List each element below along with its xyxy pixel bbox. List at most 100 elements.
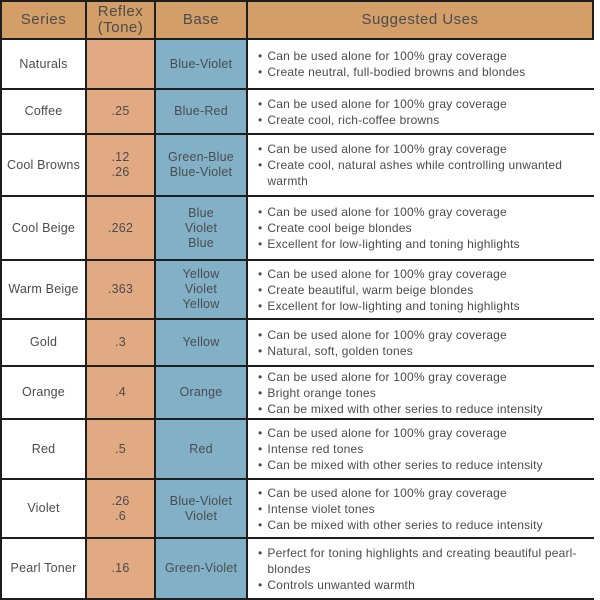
series-cell: Cool Beige — [2, 197, 87, 259]
reflex-tone-cell: .5 — [87, 420, 156, 478]
bullet-item: • Controls unwanted warmth — [258, 577, 415, 593]
series-cell: Orange — [2, 367, 87, 418]
table-row: Red .5 Red • Can be used alone for 100% g… — [2, 420, 594, 480]
bullet-icon: • — [258, 577, 263, 592]
series-cell: Gold — [2, 320, 87, 365]
use-text: Bright orange tones — [267, 385, 376, 400]
use-text: Can be mixed with other series to reduce… — [267, 401, 543, 416]
table-row: Cool Browns .12 .26 Green-Blue Blue-Viol… — [2, 135, 594, 197]
bullet-icon: • — [258, 221, 263, 235]
base-cell: Blue-Violet Violet — [156, 480, 248, 537]
bullet-item: • Can be used alone for 100% gray coverag… — [258, 425, 507, 441]
table-header-row: Series Reflex (Tone) Base Suggested Uses — [2, 2, 594, 40]
use-text: Can be used alone for 100% gray coverage — [267, 205, 507, 219]
bullet-item: • Excellent for low-lighting and toning h… — [258, 298, 520, 314]
suggested-uses-cell: • Can be used alone for 100% gray coverag… — [248, 320, 594, 365]
bullet-item: • Can be used alone for 100% gray coverag… — [258, 96, 507, 112]
base-cell: Blue-Red — [156, 90, 248, 133]
bullet-icon: • — [258, 112, 263, 127]
bullet-item: • Create neutral, full-bodied browns and … — [258, 64, 525, 80]
bullet-icon: • — [258, 142, 263, 156]
use-text: Can be mixed with other series to reduce… — [267, 517, 543, 532]
base-cell: Yellow Violet Yellow — [156, 261, 248, 318]
bullet-item: • Create cool, natural ashes while contro… — [258, 157, 590, 189]
bullet-item: • Can be used alone for 100% gray coverag… — [258, 485, 507, 501]
suggested-uses-cell: • Can be used alone for 100% gray coverag… — [248, 90, 594, 133]
use-text: Can be mixed with other series to reduce… — [267, 458, 543, 472]
bullet-icon: • — [258, 458, 263, 472]
bullet-item: • Excellent for low-lighting and toning h… — [258, 236, 520, 252]
base-cell: Yellow — [156, 320, 248, 365]
bullet-icon: • — [258, 485, 263, 500]
bullet-icon: • — [258, 426, 263, 440]
bullet-icon: • — [258, 545, 263, 560]
reflex-tone-cell: .25 — [87, 90, 156, 133]
base-cell: Blue Violet Blue — [156, 197, 248, 259]
use-text: Can be used alone for 100% gray coverage — [267, 266, 507, 281]
base-cell: Blue-Violet — [156, 40, 248, 88]
bullet-item: • Can be used alone for 100% gray coverag… — [258, 141, 507, 157]
column-header-suggested-uses: Suggested Uses — [361, 11, 479, 28]
bullet-icon: • — [258, 158, 263, 172]
bullet-item: • Can be used alone for 100% gray coverag… — [258, 266, 507, 282]
reflex-tone-cell: .262 — [87, 197, 156, 259]
use-text: Create cool, rich-coffee browns — [267, 112, 440, 127]
table-row: Coffee .25 Blue-Red • Can be used alone f… — [2, 90, 594, 135]
table-row: Violet .26 .6 Blue-Violet Violet • Can be… — [2, 480, 594, 539]
use-text: Can be used alone for 100% gray coverage — [267, 142, 507, 156]
use-text: Create beautiful, warm beige blondes — [267, 282, 474, 297]
base-cell: Orange — [156, 367, 248, 418]
bullet-icon: • — [258, 237, 263, 251]
use-text: Intense violet tones — [267, 501, 375, 516]
bullet-icon: • — [258, 517, 263, 532]
bullet-icon: • — [258, 205, 263, 219]
bullet-item: • Can be used alone for 100% gray coverag… — [258, 204, 507, 220]
use-text: Controls unwanted warmth — [267, 577, 415, 592]
base-cell: Green-Blue Blue-Violet — [156, 135, 248, 195]
use-text: Can be used alone for 100% gray coverage — [267, 369, 507, 384]
bullet-item: • Intense violet tones — [258, 501, 375, 517]
bullet-icon: • — [258, 401, 263, 416]
reflex-tone-cell: .3 — [87, 320, 156, 365]
use-text: Can be used alone for 100% gray coverage — [267, 426, 507, 440]
bullet-icon: • — [258, 266, 263, 281]
bullet-item: • Perfect for toning highlights and creat… — [258, 545, 590, 577]
bullet-icon: • — [258, 442, 263, 456]
suggested-uses-cell: • Can be used alone for 100% gray coverag… — [248, 420, 594, 478]
reflex-tone-cell: .363 — [87, 261, 156, 318]
reflex-tone-cell: .12 .26 — [87, 135, 156, 195]
use-text: Can be used alone for 100% gray coverage — [267, 327, 507, 342]
table-row: Warm Beige .363 Yellow Violet Yellow • Ca… — [2, 261, 594, 320]
bullet-icon: • — [258, 65, 263, 79]
suggested-uses-cell: • Perfect for toning highlights and creat… — [248, 539, 594, 598]
column-header-base: Base — [156, 2, 248, 38]
suggested-uses-cell: • Can be used alone for 100% gray coverag… — [248, 367, 594, 418]
bullet-item: • Can be mixed with other series to reduc… — [258, 457, 543, 473]
bullet-item: • Create beautiful, warm beige blondes — [258, 282, 473, 298]
series-cell: Red — [2, 420, 87, 478]
use-text: Perfect for toning highlights and creati… — [267, 545, 577, 576]
bullet-icon: • — [258, 369, 263, 384]
bullet-icon: • — [258, 49, 263, 63]
column-header-reflex-tone: Reflex (Tone) — [87, 2, 156, 38]
use-text: Can be used alone for 100% gray coverage — [267, 485, 507, 500]
suggested-uses-cell: • Can be used alone for 100% gray coverag… — [248, 40, 594, 88]
reflex-tone-cell: .26 .6 — [87, 480, 156, 537]
reflex-tone-cell: .16 — [87, 539, 156, 598]
use-text: Excellent for low-lighting and toning hi… — [267, 237, 520, 251]
bullet-icon: • — [258, 96, 263, 111]
table-body: Naturals Blue-Violet • Can be used alone … — [2, 40, 594, 600]
use-text: Create neutral, full-bodied browns and b… — [267, 65, 526, 79]
use-text: Create cool, natural ashes while control… — [267, 158, 563, 188]
bullet-icon: • — [258, 343, 263, 358]
bullet-item: • Can be used alone for 100% gray coverag… — [258, 369, 507, 385]
bullet-icon: • — [258, 327, 263, 342]
bullet-item: • Natural, soft, golden tones — [258, 343, 413, 359]
use-text: Can be used alone for 100% gray coverage — [267, 96, 507, 111]
bullet-icon: • — [258, 298, 263, 313]
bullet-icon: • — [258, 282, 263, 297]
table-row: Gold .3 Yellow • Can be used alone for 10… — [2, 320, 594, 367]
bullet-icon: • — [258, 501, 263, 516]
bullet-item: • Create cool beige blondes — [258, 220, 412, 236]
